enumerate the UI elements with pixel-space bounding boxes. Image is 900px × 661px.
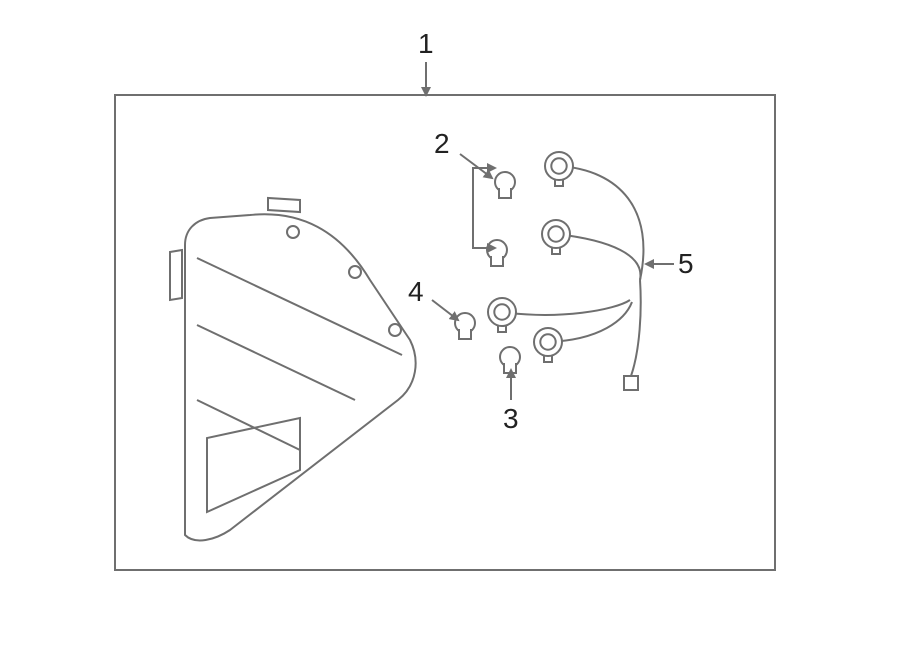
callout-bracket-2 [473, 168, 495, 248]
callout-label-1: 1 [418, 30, 434, 58]
callout-arrow-4 [432, 300, 458, 320]
diagram-svg [0, 0, 900, 661]
harness-wire-2 [502, 300, 630, 315]
taillamp-outline [185, 214, 416, 540]
taillamp-nub-0 [287, 226, 299, 238]
callout-label-5: 5 [678, 250, 694, 278]
harness-connector [624, 376, 638, 390]
taillamp-nub-1 [349, 266, 361, 278]
taillamp-nub-2 [389, 324, 401, 336]
socket-inner-2 [494, 304, 509, 319]
socket-inner-3 [540, 334, 555, 349]
bulb-base-2 [459, 329, 471, 339]
socket-inner-0 [551, 158, 566, 173]
harness-trunk [631, 280, 641, 376]
taillamp-tab-0 [170, 250, 182, 300]
harness-wire-0 [559, 166, 643, 280]
callout-arrow-2 [460, 154, 492, 178]
bulb-base-0 [499, 188, 511, 198]
callout-label-3: 3 [503, 405, 519, 433]
callout-label-2: 2 [434, 130, 450, 158]
diagram-canvas: 1 2 3 4 5 [0, 0, 900, 661]
socket-inner-1 [548, 226, 563, 241]
taillamp-tab-1 [268, 198, 300, 212]
callout-label-4: 4 [408, 278, 424, 306]
bulb-base-1 [491, 256, 503, 266]
